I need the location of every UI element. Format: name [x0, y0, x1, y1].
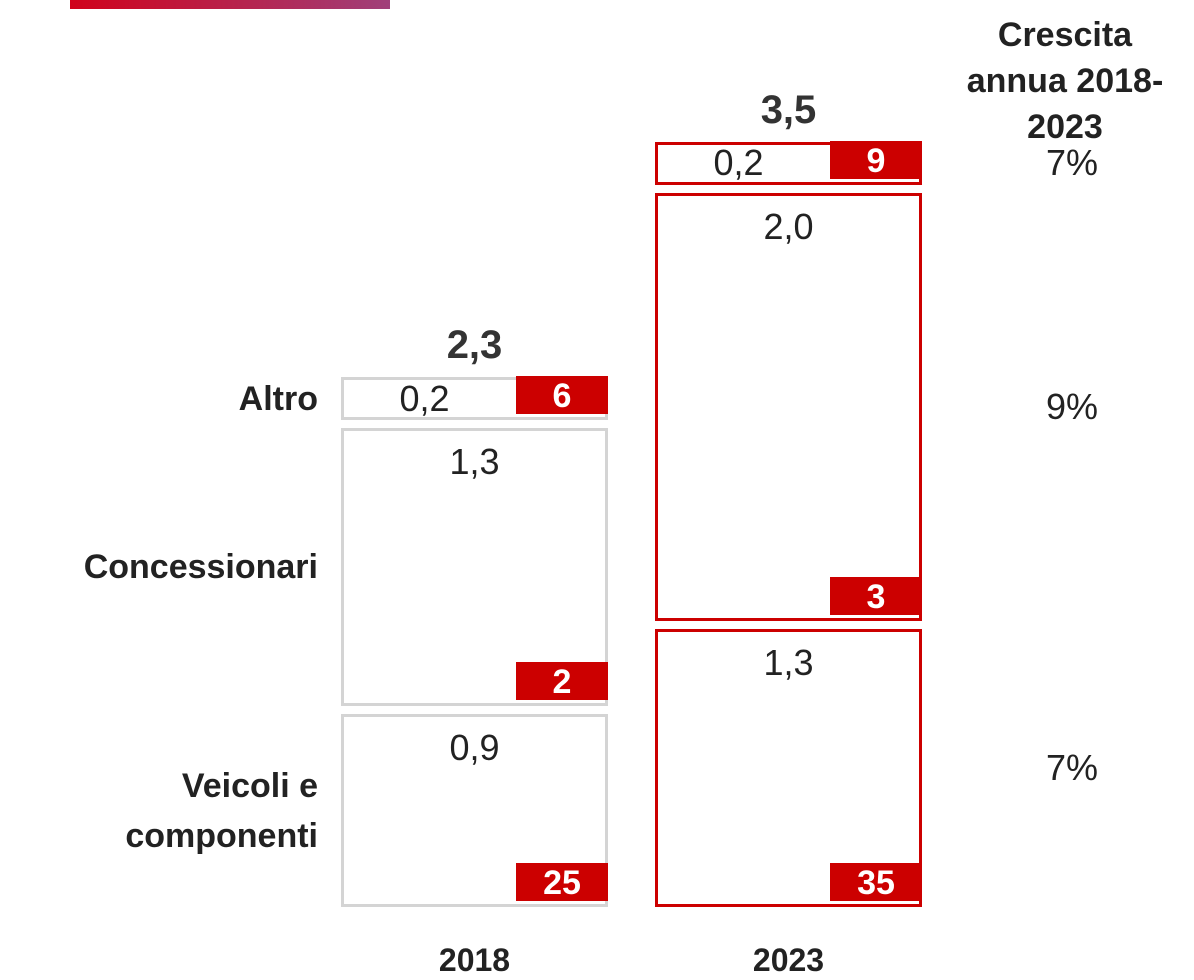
accent-bar [70, 0, 390, 9]
badge: 3 [830, 576, 922, 616]
bar-segment [341, 428, 608, 707]
x-tick-label: 2018 [438, 942, 511, 978]
value-label: 1,3 [763, 641, 814, 683]
value-label: 0,9 [449, 727, 500, 769]
badge: 35 [830, 863, 922, 902]
total-label: 3,5 [760, 88, 817, 132]
x-tick-label: 2023 [752, 942, 825, 978]
growth-label: 9% [1045, 385, 1099, 427]
badge: 2 [516, 662, 608, 701]
total-label: 2,3 [446, 323, 503, 368]
value-label: 2,0 [763, 205, 814, 247]
bar-segment [655, 628, 922, 907]
legend-label: Altro [238, 379, 318, 418]
growth-label: 7% [1045, 746, 1099, 788]
legend-label: Veicoli e componenti [125, 766, 318, 855]
value-label: 0,2 [713, 142, 764, 184]
value-label: 1,3 [449, 441, 500, 483]
growth-label: 7% [1045, 142, 1099, 184]
bar-segment [655, 192, 922, 621]
growth-title: Crescita annua 2018-2023 [966, 16, 1164, 146]
value-label: 0,2 [399, 377, 450, 419]
badge: 25 [516, 863, 608, 902]
legend-label: Concessionari [83, 548, 318, 587]
bar-segment [341, 714, 608, 907]
badge: 9 [830, 140, 922, 180]
badge: 6 [516, 376, 608, 415]
